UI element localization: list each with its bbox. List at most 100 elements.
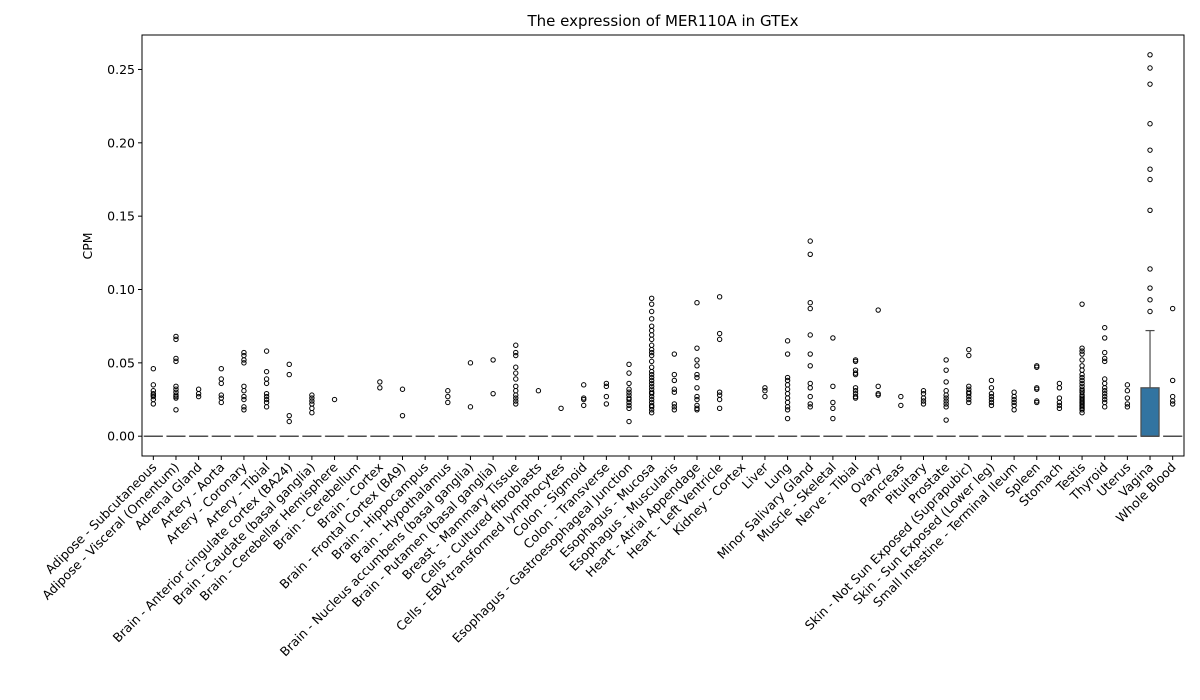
box-group	[868, 307, 888, 437]
outlier-point	[1124, 395, 1131, 401]
outlier-point	[1147, 166, 1153, 172]
outlier-point	[1079, 407, 1085, 413]
outlier-point	[648, 393, 655, 400]
outlier-point	[309, 392, 315, 398]
outlier-point	[1147, 308, 1153, 315]
outlier-point	[263, 393, 270, 400]
y-axis: 0.00 0.05 0.10 0.15 0.20 0.25	[107, 62, 142, 444]
outlier-point	[648, 371, 655, 378]
outlier-point	[671, 404, 678, 410]
outlier-point	[241, 396, 247, 403]
outlier-point	[513, 398, 519, 404]
outlier-point	[1169, 305, 1176, 312]
outlier-point	[173, 407, 179, 413]
outlier-point	[1102, 355, 1108, 362]
outlier-point	[716, 294, 723, 300]
outlier-point	[920, 398, 927, 404]
outlier-point	[852, 388, 859, 394]
box-group	[1049, 380, 1070, 437]
outlier-point	[1147, 297, 1153, 303]
outlier-point	[218, 366, 224, 372]
outlier-point	[1034, 399, 1040, 406]
outlier-point	[513, 370, 519, 376]
outlier-point	[807, 363, 813, 369]
outlier-point	[784, 404, 791, 410]
box-group	[188, 386, 209, 437]
outlier-point	[626, 402, 632, 409]
outlier-point	[648, 383, 655, 390]
box-group	[1004, 389, 1024, 437]
outlier-point	[671, 377, 678, 384]
outlier-point	[898, 393, 904, 400]
outlier-point	[671, 351, 678, 357]
outlier-point	[966, 399, 972, 406]
outlier-point	[263, 390, 270, 397]
outlier-point	[581, 396, 587, 403]
outlier-point	[966, 352, 972, 359]
box-group	[324, 396, 345, 437]
outlier-point	[513, 349, 519, 356]
outlier-point	[875, 307, 881, 313]
outlier-point	[943, 357, 949, 363]
box-group	[438, 388, 458, 437]
box-group	[279, 361, 299, 437]
outlier-point	[195, 390, 202, 397]
outlier-point	[535, 388, 542, 394]
outlier-point	[966, 346, 972, 353]
outlier-point	[626, 396, 632, 403]
outlier-point	[716, 396, 723, 403]
outlier-point	[1056, 385, 1063, 391]
outlier-point	[1056, 402, 1063, 409]
outlier-point	[807, 385, 813, 391]
outlier-point	[784, 407, 791, 413]
outlier-point	[173, 355, 179, 362]
outlier-point	[1079, 301, 1085, 307]
outlier-point	[286, 418, 292, 425]
outlier-point	[988, 385, 995, 391]
outlier-point	[648, 336, 655, 343]
outlier-point	[377, 379, 383, 385]
outlier-point	[513, 352, 519, 359]
box-group	[1027, 363, 1047, 437]
outlier-point	[875, 383, 881, 390]
outlier-point	[150, 366, 157, 372]
outlier-point	[943, 404, 949, 410]
outlier-point	[1147, 147, 1153, 153]
outlier-point	[467, 404, 474, 410]
outlier-point	[513, 342, 519, 348]
outlier-point	[648, 374, 655, 381]
outlier-point	[1124, 401, 1131, 407]
outlier-point	[1034, 364, 1040, 370]
box-group	[574, 382, 594, 437]
outlier-point	[467, 360, 474, 366]
box-group	[370, 379, 390, 437]
outlier-point	[648, 349, 655, 356]
outlier-point	[648, 390, 655, 397]
outlier-point	[807, 251, 813, 258]
outlier-point	[830, 335, 836, 341]
y-tick-label: 0.10	[107, 282, 135, 297]
outlier-point	[173, 358, 179, 365]
outlier-point	[807, 332, 813, 338]
outlier-point	[377, 385, 383, 391]
box-group	[211, 366, 231, 437]
outlier-point	[943, 417, 949, 423]
outlier-point	[1147, 81, 1153, 87]
y-tick-label: 0.25	[107, 62, 135, 77]
box-group	[1117, 382, 1138, 437]
outlier-point	[716, 389, 723, 395]
outlier-point	[648, 308, 655, 315]
outlier-point	[1011, 407, 1017, 413]
outlier-point	[1011, 393, 1017, 400]
outlier-point	[694, 396, 700, 403]
outlier-point	[830, 415, 836, 422]
outlier-point	[603, 393, 610, 400]
outlier-point	[1147, 285, 1153, 291]
outlier-point	[241, 388, 247, 394]
outlier-point	[966, 390, 972, 397]
outlier-point	[1011, 396, 1017, 403]
outlier-point	[966, 393, 972, 400]
box-group	[619, 361, 639, 437]
outlier-point	[173, 333, 179, 340]
y-tick-label: 0.05	[107, 355, 135, 370]
